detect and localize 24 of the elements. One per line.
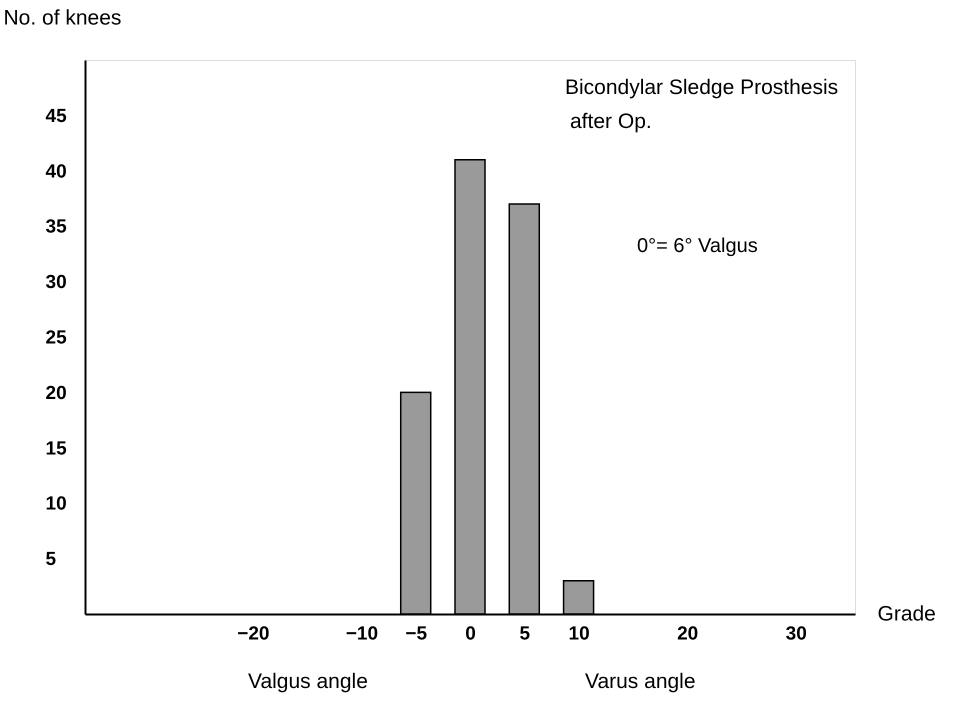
annotation: 0°= 6° Valgus <box>637 235 758 257</box>
annotation: Bicondylar Sledge Prosthesis <box>565 76 838 99</box>
x-tick-label: −5 <box>405 624 428 644</box>
y-tick-label: 10 <box>46 494 67 515</box>
y-tick-label: 15 <box>46 438 68 460</box>
annotation: after Op. <box>570 110 652 133</box>
y-tick-label: 25 <box>46 328 68 348</box>
y-tick-label: 35 <box>46 216 68 238</box>
y-tick-label: 20 <box>46 382 67 404</box>
x-tick-label: 30 <box>786 624 807 644</box>
x-tick-label: 5 <box>519 624 530 644</box>
text: Varus angle <box>585 670 696 693</box>
x-tick-label: −20 <box>237 624 270 644</box>
y-tick-label: 5 <box>46 549 56 570</box>
x-tick-label: 0 <box>465 624 476 644</box>
x-tick-label: −10 <box>346 624 378 644</box>
text: Valgus angle <box>248 670 368 693</box>
y-tick-label: 40 <box>46 161 67 182</box>
y-axis-title: No. of knees <box>4 6 122 30</box>
x-tick-label: 20 <box>677 624 698 644</box>
y-tick-label: 30 <box>46 272 67 294</box>
x-tick-label: 10 <box>568 624 590 644</box>
x-axis-title: Grade <box>878 602 936 626</box>
y-tick-label: 45 <box>46 106 68 127</box>
